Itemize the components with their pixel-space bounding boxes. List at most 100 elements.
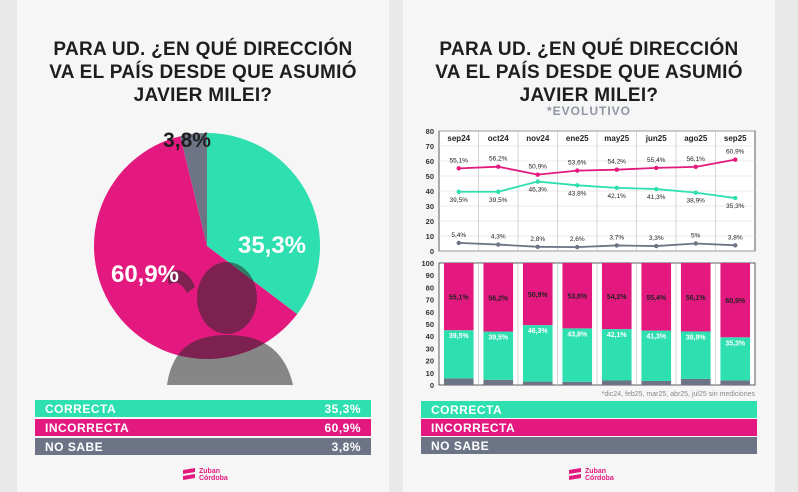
bar-segment-no-sabe xyxy=(680,378,711,385)
line-y-tick: 30 xyxy=(426,202,434,211)
right-logo-line-2: Córdoba xyxy=(585,475,614,482)
line-x-tick: sep25 xyxy=(724,134,747,143)
bar-y-tick: 40 xyxy=(426,332,434,341)
line-point-incorrecta xyxy=(733,157,738,162)
line-data-label-no-sabe: 2,6% xyxy=(570,236,585,243)
bar-segment-correcta xyxy=(601,329,632,381)
bar-segment-no-sabe xyxy=(601,380,632,385)
line-data-label-correcta: 39,5% xyxy=(450,197,469,204)
legend-value-nosabe: 3,8% xyxy=(331,439,361,454)
bar-data-label-incorrecta: 50,9% xyxy=(528,292,549,299)
line-point-correcta xyxy=(535,179,540,184)
line-point-no-sabe xyxy=(693,241,698,246)
line-y-tick: 20 xyxy=(426,217,434,226)
line-data-label-incorrecta: 56,2% xyxy=(489,156,508,163)
right-legend-label-nosabe: NO SABE xyxy=(431,438,490,453)
line-point-correcta xyxy=(654,186,659,192)
legend-label-nosabe: NO SABE xyxy=(45,439,104,454)
bar-data-label-incorrecta: 54,2% xyxy=(607,294,628,301)
line-y-tick: 60 xyxy=(426,157,434,166)
line-series-no-sabe xyxy=(458,242,736,249)
line-point-correcta xyxy=(575,183,580,188)
bar-y-tick: 50 xyxy=(426,320,434,329)
line-point-correcta xyxy=(614,185,619,191)
bar-y-tick: 60 xyxy=(426,308,434,317)
bar-segment-no-sabe xyxy=(641,380,672,385)
line-data-label-correcta: 38,9% xyxy=(687,198,706,205)
line-data-label-correcta: 35,3% xyxy=(726,203,745,210)
right-subtitle: *EVOLUTIVO xyxy=(546,104,631,118)
bar-data-label-incorrecta: 56,1% xyxy=(686,295,707,302)
line-data-label-correcta: 46,3% xyxy=(529,187,548,194)
line-point-incorrecta xyxy=(614,167,619,172)
bar-y-tick: 100 xyxy=(421,259,434,268)
bar-segment-no-sabe xyxy=(443,378,474,385)
portrait-silhouette xyxy=(167,262,293,385)
line-point-incorrecta xyxy=(456,166,461,171)
line-y-tick: 10 xyxy=(426,232,434,241)
pie-label-incorrecta: 60,9% xyxy=(111,261,179,288)
bar-segment-incorrecta xyxy=(720,263,751,338)
line-point-no-sabe xyxy=(456,240,461,246)
line-data-label-no-sabe: 3,3% xyxy=(649,235,664,242)
line-data-label-incorrecta: 56,1% xyxy=(687,156,706,163)
pie-label-nosabe: 3,8% xyxy=(163,129,211,152)
right-panel: PARA UD. ¿EN QUÉ DIRECCIÓN VA EL PAÍS DE… xyxy=(403,0,775,492)
line-point-no-sabe xyxy=(496,242,501,247)
line-point-no-sabe xyxy=(614,243,619,248)
right-title: PARA UD. ¿EN QUÉ DIRECCIÓN VA EL PAÍS DE… xyxy=(403,38,775,107)
line-data-label-correcta: 39,5% xyxy=(489,197,508,204)
line-point-incorrecta xyxy=(693,164,698,170)
evolution-charts: 0 10 20 30 40 50 60 70 80 sep24 oct24 nov24 ene25 may… xyxy=(421,127,756,390)
line-data-label-correcta: 43,8% xyxy=(568,190,587,197)
line-data-label-no-sabe: 5% xyxy=(691,233,701,240)
legend-label-correcta: CORRECTA xyxy=(45,401,117,416)
bar-y-tick: 30 xyxy=(426,344,434,353)
right-legend-label-incorrecta: INCORRECTA xyxy=(431,420,516,435)
line-point-correcta xyxy=(693,190,698,195)
line-data-label-incorrecta: 54,2% xyxy=(608,159,627,166)
line-data-label-no-sabe: 3,8% xyxy=(728,234,743,241)
right-legend-row-nosabe: NO SABE xyxy=(421,437,757,454)
logo-line-1: Zuban xyxy=(199,468,220,475)
line-y-tick: 80 xyxy=(426,127,434,136)
pie-label-correcta: 35,3% xyxy=(238,232,306,259)
left-title-line-3: JAVIER MILEI? xyxy=(133,85,273,106)
bar-segment-no-sabe xyxy=(522,381,553,385)
bar-segment-correcta xyxy=(680,331,711,379)
logo-text: Zuban Córdoba xyxy=(199,468,228,482)
line-point-no-sabe xyxy=(733,243,738,248)
line-point-incorrecta xyxy=(654,165,659,171)
bar-data-label-incorrecta: 56,2% xyxy=(488,295,509,302)
line-data-label-incorrecta: 60,9% xyxy=(726,149,745,156)
logo-mark-icon xyxy=(183,468,195,482)
bar-segment-correcta xyxy=(483,331,514,380)
line-y-tick: 50 xyxy=(426,172,434,181)
bar-segment-correcta xyxy=(522,325,553,382)
line-data-label-incorrecta: 55,4% xyxy=(647,157,666,164)
right-title-line-1: PARA UD. ¿EN QUÉ DIRECCIÓN xyxy=(439,39,739,60)
bar-y-tick: 20 xyxy=(426,357,434,366)
right-logo-mark-icon xyxy=(569,468,581,482)
line-y-tick: 40 xyxy=(426,187,434,196)
bar-segment-no-sabe xyxy=(483,379,514,385)
bar-segment-incorrecta xyxy=(522,263,553,326)
left-title: PARA UD. ¿EN QUÉ DIRECCIÓN VA EL PAÍS DE… xyxy=(17,38,389,107)
line-point-correcta xyxy=(456,189,461,194)
left-title-line-2: VA EL PAÍS DESDE QUE ASUMIÓ xyxy=(49,62,357,83)
bar-y-tick: 90 xyxy=(426,271,434,280)
line-point-no-sabe xyxy=(654,243,659,249)
line-x-tick: ago25 xyxy=(684,134,708,143)
left-panel: PARA UD. ¿EN QUÉ DIRECCIÓN VA EL PAÍS DE… xyxy=(17,0,389,492)
line-x-tick: nov24 xyxy=(526,134,550,143)
bar-segment-incorrecta xyxy=(483,263,514,332)
line-x-tick: sep24 xyxy=(447,134,470,143)
line-x-tick: oct24 xyxy=(488,134,509,143)
right-title-line-2: VA EL PAÍS DESDE QUE ASUMIÓ xyxy=(435,62,743,83)
line-point-no-sabe xyxy=(535,244,540,249)
bar-segment-incorrecta xyxy=(680,263,711,332)
bar-data-label-incorrecta: 55,1% xyxy=(449,295,470,302)
bar-segment-correcta xyxy=(443,330,474,379)
right-legend-label-correcta: CORRECTA xyxy=(431,402,503,417)
line-data-label-incorrecta: 55,1% xyxy=(450,157,469,164)
